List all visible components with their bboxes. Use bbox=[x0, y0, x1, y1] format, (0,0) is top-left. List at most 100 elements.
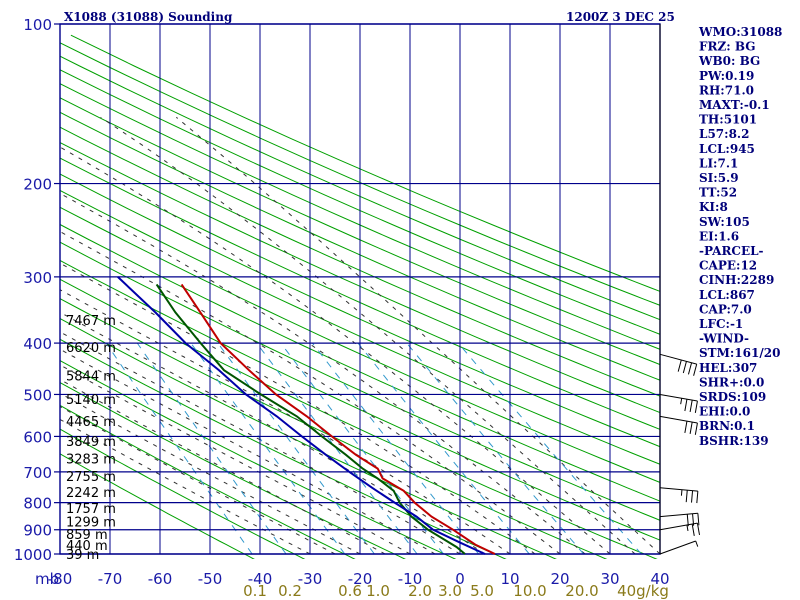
pressure-tick-label: 900 bbox=[23, 522, 52, 540]
height-label: 7467 m bbox=[66, 314, 116, 329]
height-label: 5844 m bbox=[66, 369, 116, 384]
moist-adiabat-line bbox=[60, 331, 461, 555]
mixing-ratio-label: 20.0 bbox=[565, 582, 598, 600]
dewpoint-line bbox=[155, 283, 466, 555]
dry-adiabat-line bbox=[60, 97, 660, 366]
pressure-tick-label: 800 bbox=[23, 495, 52, 513]
wind-barb-staff bbox=[659, 522, 698, 531]
wind-barb-flag bbox=[686, 514, 689, 527]
wind-barb-staff bbox=[659, 512, 698, 518]
pressure-tick-label: 1000 bbox=[14, 546, 52, 564]
mb-axis-label: mb bbox=[35, 570, 59, 588]
index-value: LCL:867 bbox=[699, 288, 755, 302]
dry-adiabat-line bbox=[60, 55, 660, 321]
temperature-tick-label: -70 bbox=[98, 570, 123, 588]
wind-barb-flag bbox=[685, 490, 688, 503]
index-value: EI:1.6 bbox=[699, 229, 739, 243]
moist-adiabat-line bbox=[60, 289, 511, 555]
wind-barb-flag bbox=[693, 364, 698, 376]
dry-adiabat-line bbox=[60, 126, 660, 397]
mixing-ratio-label: 0.1 bbox=[243, 582, 267, 600]
dry-adiabat-line bbox=[60, 83, 660, 350]
temperature-tick-label: 20 bbox=[550, 570, 569, 588]
index-value: KI:8 bbox=[699, 200, 728, 214]
index-value: CINH:2289 bbox=[699, 273, 774, 287]
moist-adiabat-line bbox=[60, 311, 486, 555]
temperature-tick-label: 0 bbox=[455, 570, 465, 588]
index-value: PW:0.19 bbox=[699, 69, 754, 83]
index-value: L57:8.2 bbox=[699, 127, 749, 141]
dry-adiabat-line bbox=[60, 359, 457, 559]
wind-barb-half-flag bbox=[680, 489, 683, 496]
temperature-line bbox=[180, 283, 496, 555]
moist-adiabat-line bbox=[60, 392, 361, 555]
wind-barb-flag bbox=[684, 421, 688, 434]
pressure-tick-label: 200 bbox=[23, 176, 52, 194]
temperature-tick-label: -80 bbox=[48, 570, 73, 588]
wind-barb-half-flag bbox=[686, 524, 689, 531]
index-value: LFC:-1 bbox=[699, 317, 743, 331]
wind-barb-half-flag bbox=[695, 540, 699, 547]
mixing-ratio-label: 5.0 bbox=[470, 582, 494, 600]
pressure-tick-label: 600 bbox=[23, 428, 52, 446]
sounding-title: X1088 (31088) Sounding bbox=[64, 10, 233, 24]
temperature-tick-label: 10 bbox=[500, 570, 519, 588]
dry-adiabat-line bbox=[60, 223, 660, 502]
temperature-tick-label: -20 bbox=[348, 570, 373, 588]
index-value: CAPE:12 bbox=[699, 259, 757, 273]
height-label: 6620 m bbox=[66, 341, 116, 356]
temperature-tick-label: -10 bbox=[398, 570, 423, 588]
index-value: STM:161/20 bbox=[699, 346, 780, 360]
wind-barb-flag bbox=[691, 523, 695, 536]
pressure-tick-label: 400 bbox=[23, 335, 52, 353]
wind-barb-flag bbox=[692, 513, 695, 526]
pressure-tick-label: 700 bbox=[23, 464, 52, 482]
index-value: RH:71.0 bbox=[699, 83, 754, 97]
dry-adiabat-line bbox=[60, 69, 660, 335]
index-value: WB0: BG bbox=[698, 54, 760, 68]
wind-barb-flag bbox=[684, 399, 688, 412]
pressure-tick-label: 100 bbox=[23, 16, 52, 34]
index-value: SRDS:109 bbox=[699, 390, 766, 404]
index-value: LCL:945 bbox=[699, 142, 755, 156]
dry-adiabat-line bbox=[60, 278, 658, 559]
index-value: SHR+:0.0 bbox=[699, 375, 764, 389]
temperature-tick-label: 40 bbox=[650, 570, 669, 588]
temperature-tick-label: -50 bbox=[198, 570, 223, 588]
height-label: 859 m bbox=[66, 528, 108, 543]
wind-barb-flag bbox=[689, 400, 693, 413]
index-value: BRN:0.1 bbox=[699, 419, 755, 433]
wind-barb-staff bbox=[659, 487, 698, 492]
dry-adiabat-line bbox=[60, 42, 660, 306]
wind-barb-flag bbox=[696, 491, 699, 504]
index-value: WMO:31088 bbox=[698, 25, 782, 39]
mixing-ratio-label: 3.0 bbox=[438, 582, 462, 600]
index-value: CAP:7.0 bbox=[699, 302, 752, 316]
wind-barb-flag bbox=[694, 400, 698, 413]
dry-adiabat-line bbox=[70, 34, 660, 292]
dry-adiabat-line bbox=[60, 173, 660, 448]
dry-adiabat-line bbox=[60, 111, 660, 381]
dry-adiabat-line bbox=[60, 206, 660, 483]
wind-barb-staff bbox=[659, 415, 698, 424]
index-value: LI:7.1 bbox=[699, 156, 738, 170]
index-value: SI:5.9 bbox=[699, 171, 739, 185]
height-label: 2755 m bbox=[66, 470, 116, 485]
wind-barb-flag bbox=[694, 422, 698, 435]
temperature-tick-label: -60 bbox=[148, 570, 173, 588]
height-label: 4465 m bbox=[66, 415, 116, 430]
index-value: TT:52 bbox=[699, 186, 737, 200]
wind-barb-flag bbox=[689, 421, 693, 434]
wind-barb-staff bbox=[659, 393, 698, 402]
index-value: TH:5101 bbox=[699, 113, 757, 127]
height-label: 3849 m bbox=[66, 435, 116, 450]
mixing-ratio-label: 10.0 bbox=[513, 582, 546, 600]
pressure-tick-label: 300 bbox=[23, 269, 52, 287]
height-label: 5140 m bbox=[66, 393, 116, 408]
mixing-ratio-label: 1.0 bbox=[366, 582, 390, 600]
dry-adiabat-line bbox=[60, 298, 608, 559]
parcel-line bbox=[117, 276, 486, 555]
dry-adiabat-line bbox=[60, 382, 406, 559]
index-value: EHI:0.0 bbox=[699, 405, 750, 419]
